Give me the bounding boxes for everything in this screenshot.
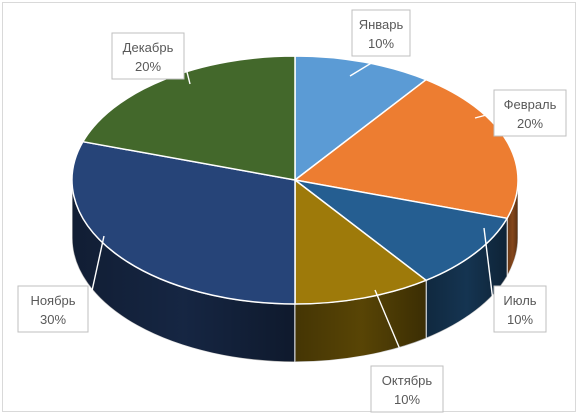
data-label-box-4 [17,285,89,333]
data-label-box-2 [493,285,547,333]
leader-line-3 [374,289,408,367]
pie-slice-2 [294,179,508,282]
leader-line-2 [483,227,495,310]
leader-line-0 [349,55,384,77]
data-label-category-5: Декабрь [123,40,174,55]
data-label-category-3: Октябрь [382,373,433,388]
data-label-2: Июль 10% [483,227,547,333]
leader-line-5 [183,59,191,85]
data-label-value-3: 10% [394,392,420,407]
data-label-box-3 [370,365,444,413]
data-label-value-2: 10% [507,312,533,327]
data-label-3: Октябрь 10% [370,289,444,413]
data-label-value-0: 10% [368,36,394,51]
data-label-value-5: 20% [135,59,161,74]
data-label-value-1: 20% [517,116,543,131]
data-label-box-1 [493,89,567,137]
pie-slice-4 [71,140,296,305]
pie-slice-3 [294,179,427,305]
data-label-box-5 [111,32,185,80]
pie-sides [71,179,519,363]
data-label-category-0: Январь [359,17,404,32]
data-label-value-4: 30% [40,312,66,327]
pie-slice-0 [294,55,427,181]
data-labels: Январь 10% Февраль 20% Июль 10% Октябрь 10% Нояб… [17,9,567,413]
leader-line-1 [474,112,495,119]
pie-slice-5 [82,55,296,181]
slice-side-shade-3 [295,280,427,362]
leader-line-4 [87,235,105,310]
slice-side-shade-4 [72,180,295,362]
data-label-4: Ноябрь 30% [17,235,105,333]
data-label-5: Декабрь 20% [111,32,191,85]
data-label-category-4: Ноябрь [30,293,75,308]
data-label-1: Февраль 20% [474,89,567,137]
data-label-box-0 [351,9,411,57]
data-label-category-1: Февраль [504,97,557,112]
slice-side-shade-1 [507,180,518,277]
pie-slices [71,55,519,305]
pie-slice-1 [294,78,519,220]
data-label-category-2: Июль [503,293,536,308]
data-label-0: Январь 10% [349,9,411,77]
